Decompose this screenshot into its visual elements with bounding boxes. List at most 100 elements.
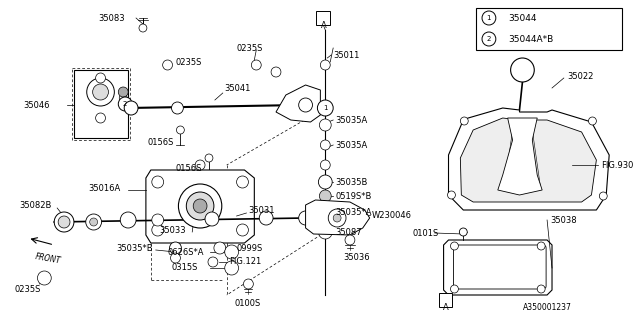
- Circle shape: [86, 214, 102, 230]
- Text: 35038: 35038: [550, 215, 577, 225]
- Circle shape: [537, 242, 545, 250]
- Circle shape: [170, 242, 181, 254]
- Circle shape: [208, 257, 218, 267]
- Circle shape: [87, 78, 115, 106]
- Circle shape: [271, 67, 281, 77]
- Circle shape: [237, 176, 248, 188]
- Circle shape: [225, 261, 239, 275]
- Circle shape: [589, 117, 596, 125]
- Circle shape: [321, 160, 330, 170]
- Circle shape: [321, 140, 330, 150]
- Circle shape: [345, 235, 355, 245]
- Circle shape: [172, 102, 183, 114]
- Circle shape: [299, 98, 312, 112]
- Circle shape: [119, 94, 127, 102]
- Text: 35033: 35033: [160, 226, 186, 235]
- Polygon shape: [305, 200, 370, 235]
- Circle shape: [482, 32, 496, 46]
- Circle shape: [451, 285, 458, 293]
- Text: FIG.930: FIG.930: [602, 161, 634, 170]
- Text: 35035A: 35035A: [335, 140, 367, 149]
- Circle shape: [118, 87, 128, 97]
- Polygon shape: [444, 240, 552, 295]
- Circle shape: [317, 100, 333, 116]
- Circle shape: [152, 176, 164, 188]
- Text: 0315S: 0315S: [172, 263, 198, 273]
- Text: 0235S: 0235S: [175, 58, 202, 67]
- Polygon shape: [449, 108, 609, 210]
- Text: A: A: [443, 302, 449, 311]
- Circle shape: [177, 126, 184, 134]
- Text: 35016A: 35016A: [89, 183, 121, 193]
- Text: 0100S: 0100S: [235, 300, 261, 308]
- Circle shape: [90, 218, 97, 226]
- Text: 35044: 35044: [509, 13, 537, 22]
- Text: 35035B: 35035B: [335, 178, 367, 187]
- Text: 35035*B: 35035*B: [116, 244, 153, 252]
- Text: 2: 2: [487, 36, 491, 42]
- Polygon shape: [460, 118, 596, 202]
- Circle shape: [318, 175, 332, 189]
- Circle shape: [225, 245, 239, 259]
- Circle shape: [118, 97, 132, 111]
- Circle shape: [195, 160, 205, 170]
- Bar: [438, 293, 452, 307]
- Text: 0235S: 0235S: [15, 285, 41, 294]
- Circle shape: [252, 60, 261, 70]
- Text: 0999S: 0999S: [237, 244, 263, 252]
- Text: 0156S: 0156S: [148, 138, 174, 147]
- Circle shape: [511, 58, 534, 82]
- Bar: [316, 11, 330, 25]
- Circle shape: [482, 11, 496, 25]
- Circle shape: [460, 228, 467, 236]
- Polygon shape: [146, 170, 254, 243]
- Text: 35031: 35031: [248, 205, 275, 214]
- Circle shape: [321, 60, 330, 70]
- Text: FIG.121: FIG.121: [228, 258, 261, 267]
- Text: 35036: 35036: [343, 253, 370, 262]
- Circle shape: [152, 224, 164, 236]
- Text: 1: 1: [486, 15, 491, 21]
- Circle shape: [599, 192, 607, 200]
- Polygon shape: [498, 118, 542, 195]
- Circle shape: [319, 119, 332, 131]
- Circle shape: [447, 191, 456, 199]
- Bar: [318, 219, 332, 223]
- Circle shape: [205, 212, 219, 226]
- Circle shape: [163, 60, 173, 70]
- Circle shape: [259, 211, 273, 225]
- Circle shape: [537, 285, 545, 293]
- Text: 1: 1: [323, 105, 328, 111]
- Circle shape: [318, 225, 332, 239]
- Bar: [74, 70, 128, 138]
- Circle shape: [95, 113, 106, 123]
- Circle shape: [54, 212, 74, 232]
- Bar: [476, 8, 622, 50]
- Circle shape: [120, 212, 136, 228]
- Text: 35041: 35041: [225, 84, 251, 92]
- Circle shape: [58, 216, 70, 228]
- Text: 35087: 35087: [335, 228, 362, 236]
- Text: W230046: W230046: [372, 211, 412, 220]
- Circle shape: [93, 84, 108, 100]
- Circle shape: [328, 209, 346, 227]
- Text: 35083: 35083: [99, 13, 125, 22]
- Circle shape: [451, 242, 458, 250]
- Text: A350001237: A350001237: [522, 303, 572, 313]
- Circle shape: [38, 271, 51, 285]
- Text: 0156S: 0156S: [175, 164, 202, 172]
- Circle shape: [179, 184, 222, 228]
- Circle shape: [350, 210, 360, 220]
- Text: 2: 2: [123, 101, 127, 107]
- Circle shape: [460, 117, 468, 125]
- Circle shape: [139, 24, 147, 32]
- Circle shape: [237, 224, 248, 236]
- Circle shape: [170, 253, 180, 263]
- Text: 35035*A: 35035*A: [335, 207, 372, 217]
- Circle shape: [319, 190, 332, 202]
- Circle shape: [214, 242, 226, 254]
- Text: 35046: 35046: [24, 100, 50, 109]
- Circle shape: [333, 214, 341, 222]
- Bar: [318, 212, 332, 217]
- Text: 0626S*A: 0626S*A: [168, 247, 204, 257]
